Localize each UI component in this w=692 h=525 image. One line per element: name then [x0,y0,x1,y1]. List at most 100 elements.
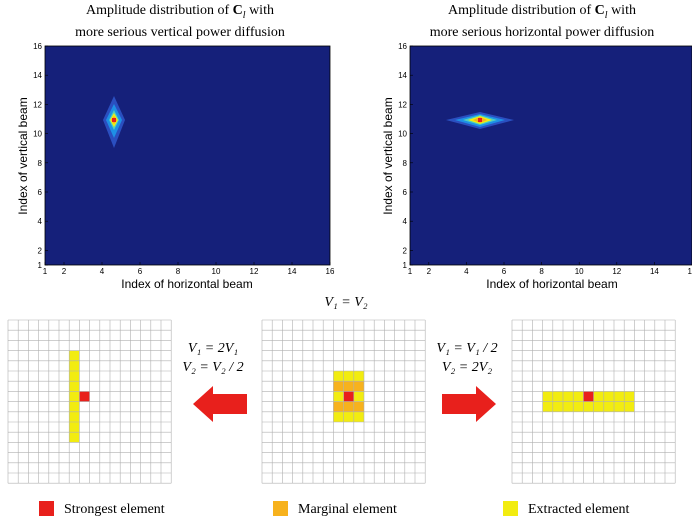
left-ytick-label: 8 [38,159,43,168]
left-xtick-label: 14 [288,267,297,276]
right-grid-cell-extracted [563,391,574,402]
left-peak [112,118,116,122]
center-grid-cell-extracted [333,391,344,402]
legend: Strongest element Marginal element Extra… [39,501,630,517]
left-ytick-label: 14 [33,71,42,80]
right-grid-cell-extracted [573,401,584,412]
center-grid-cell-marginal [353,401,364,412]
right-xtick-label: 6 [502,267,507,276]
right-grid-cell-extracted [603,391,614,402]
right-grid-cell-extracted [624,391,635,402]
right-xtick-label: 14 [650,267,659,276]
legend-label-strongest: Strongest element [64,502,165,517]
right-heatmap-field [410,46,692,265]
right-ytick-label: 8 [403,159,408,168]
right-heatmap [410,46,692,265]
left-ylabel: Index of vertical beam [16,97,30,214]
right-ytick-label: 1 [403,261,408,270]
left-ytick-label: 10 [33,130,42,139]
center-grid-cell-extracted [333,371,344,382]
center-grid-cell-extracted [353,391,364,402]
center-grid-cell-extracted [353,411,364,422]
left-xtick-label: 16 [326,267,335,276]
right-ytick-label: 4 [403,217,408,226]
legend-swatch-extracted [503,501,518,516]
left-grid-cell-strongest [79,391,90,402]
center-grid-cell-marginal [333,381,344,392]
right-grid-cell-extracted [583,401,594,412]
right-grid-cell-extracted [563,401,574,412]
right-xlabel: Index of horizontal beam [486,277,617,291]
left-xtick-label: 10 [212,267,221,276]
right-grid-cell-extracted [552,391,563,402]
left-title-subscript: l [242,9,246,21]
legend-swatch-marginal [273,501,288,516]
left-equation-line2: V₂ = V₂ / 2 [182,360,243,375]
right-xtick-label: 8 [539,267,544,276]
left-heatmap-field [45,46,330,265]
right-grid-cell-extracted [573,391,584,402]
right-grid-cell-extracted [624,401,635,412]
left-ytick-label: 12 [33,100,42,109]
right-grid-cell-extracted [614,401,625,412]
right-title-line2: more serious horizontal power diffusion [429,24,655,40]
left-ytick-label: 6 [38,188,43,197]
left-grid-cell-extracted [69,360,80,371]
grid-right [511,319,676,484]
left-title-line1: Amplitude distribution of [86,3,233,18]
right-plot-title: Amplitude distribution of Cl with more s… [392,2,692,41]
center-grid-cell-strongest [343,391,354,402]
left-ytick-label: 4 [38,217,43,226]
center-grid-cell-extracted [343,371,354,382]
right-ytick-label: 14 [398,71,407,80]
right-xtick-label: 12 [612,267,621,276]
left-title-suffix: with [245,3,274,18]
left-ytick-label: 1 [38,261,43,270]
left-plot-title: Amplitude distribution of Cl with more s… [30,2,330,41]
center-grid-cell-marginal [353,381,364,392]
center-grid-cell-marginal [333,401,344,412]
grid-center [261,319,426,484]
center-grid-cell-marginal [343,401,354,412]
right-grid-cell-extracted [603,401,614,412]
right-title-suffix: with [607,3,636,18]
left-title-symbol: C [232,3,243,18]
right-title-line1: Amplitude distribution of [448,3,595,18]
left-xtick-label: 12 [250,267,259,276]
right-frame [409,45,692,266]
left-xlabel: Index of horizontal beam [121,277,252,291]
right-title-symbol: C [594,3,605,18]
left-grid-cell-extracted [69,401,80,412]
right-xtick-label: 1 [408,267,413,276]
left-grid-cell-extracted [69,371,80,382]
right-grid-cell-extracted [593,401,604,412]
left-ytick-label: 2 [38,246,43,255]
right-peak [478,118,482,122]
left-equation-line1: V₁ = 2V₁ [188,341,238,356]
right-title-subscript: l [604,9,608,21]
left-grid-cell-extracted [69,381,80,392]
right-ytick-label: 6 [403,188,408,197]
left-xtick-label: 6 [138,267,143,276]
right-grid-cell-extracted [552,401,563,412]
right-grid-cell-extracted [593,391,604,402]
right-ylabel: Index of vertical beam [381,97,395,214]
left-ytick-label: 16 [33,42,42,51]
left-grid-cell-extracted [69,350,80,361]
left-title-line2: more serious vertical power diffusion [75,24,285,40]
right-equation-line1: V₁ = V₁ / 2 [436,341,497,356]
right-ytick-label: 2 [403,246,408,255]
left-arrow [193,386,247,422]
right-equation-line2: V₂ = 2V₂ [442,360,492,375]
right-arrow [442,386,496,422]
center-grid-cell-extracted [353,371,364,382]
right-ytick-label: 10 [398,130,407,139]
right-ytick-label: 16 [398,42,407,51]
right-grid-cell-extracted [614,391,625,402]
legend-swatch-strongest [39,501,54,516]
left-xtick-label: 1 [43,267,48,276]
left-xtick-label: 2 [62,267,67,276]
